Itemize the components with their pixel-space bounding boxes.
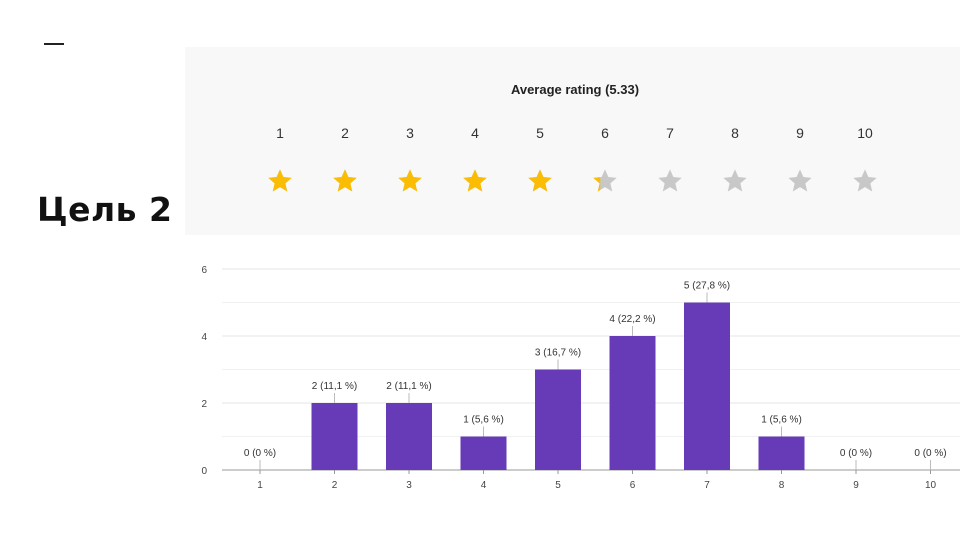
star-icon[interactable] <box>331 167 359 195</box>
rating-number: 4 <box>471 125 479 141</box>
x-tick-label: 4 <box>481 480 487 491</box>
star-icon[interactable] <box>266 167 294 195</box>
bar <box>684 302 730 470</box>
bar <box>311 403 358 470</box>
star-icon[interactable] <box>526 167 554 195</box>
rating-number: 5 <box>536 125 544 141</box>
y-tick-label: 0 <box>201 466 207 477</box>
slide-title: Цель 2 <box>37 190 173 229</box>
star-icon[interactable] <box>656 167 684 195</box>
data-label: 0 (0 %) <box>840 448 872 459</box>
star-icon[interactable] <box>591 167 619 195</box>
star-icon[interactable] <box>786 167 814 195</box>
rating-number: 10 <box>857 125 873 141</box>
x-tick-label: 6 <box>630 480 636 491</box>
star-icon[interactable] <box>851 167 879 195</box>
average-rating-title: Average rating (5.33) <box>510 82 640 97</box>
data-label: 1 (5,6 %) <box>463 415 504 426</box>
data-label: 1 (5,6 %) <box>761 415 802 426</box>
data-label: 0 (0 %) <box>914 448 946 459</box>
x-tick-label: 2 <box>332 480 338 491</box>
data-label: 0 (0 %) <box>244 448 276 459</box>
bar <box>460 436 507 470</box>
x-tick-label: 8 <box>779 480 785 491</box>
x-tick-label: 7 <box>704 480 710 491</box>
data-label: 3 (16,7 %) <box>535 348 581 359</box>
bar <box>535 369 581 470</box>
data-label: 2 (11,1 %) <box>312 381 357 392</box>
y-tick-label: 6 <box>201 265 207 276</box>
star-icon[interactable] <box>396 167 424 195</box>
data-label: 2 (11,1 %) <box>386 381 431 392</box>
star-icon[interactable] <box>721 167 749 195</box>
rating-number: 3 <box>406 125 414 141</box>
y-tick-label: 2 <box>201 399 207 410</box>
title-dash <box>44 43 64 45</box>
bar <box>386 403 432 470</box>
rating-number: 2 <box>341 125 349 141</box>
rating-panel: Average rating (5.33) 1 2 3 4 5 6 7 8 9 10 <box>185 47 960 235</box>
x-tick-label: 9 <box>853 480 859 491</box>
x-tick-label: 5 <box>555 480 561 491</box>
star-icon[interactable] <box>461 167 489 195</box>
rating-number: 9 <box>796 125 804 141</box>
rating-number: 8 <box>731 125 739 141</box>
y-tick-label: 4 <box>201 332 207 343</box>
data-label: 4 (22,2 %) <box>609 314 655 325</box>
rating-number: 6 <box>601 125 609 141</box>
bar <box>609 336 656 470</box>
x-tick-label: 10 <box>925 480 937 491</box>
rating-number: 7 <box>666 125 674 141</box>
bar <box>758 436 805 470</box>
rating-number: 1 <box>276 125 284 141</box>
data-label: 5 (27,8 %) <box>684 281 730 292</box>
x-tick-label: 1 <box>257 480 263 491</box>
x-tick-label: 3 <box>406 480 412 491</box>
